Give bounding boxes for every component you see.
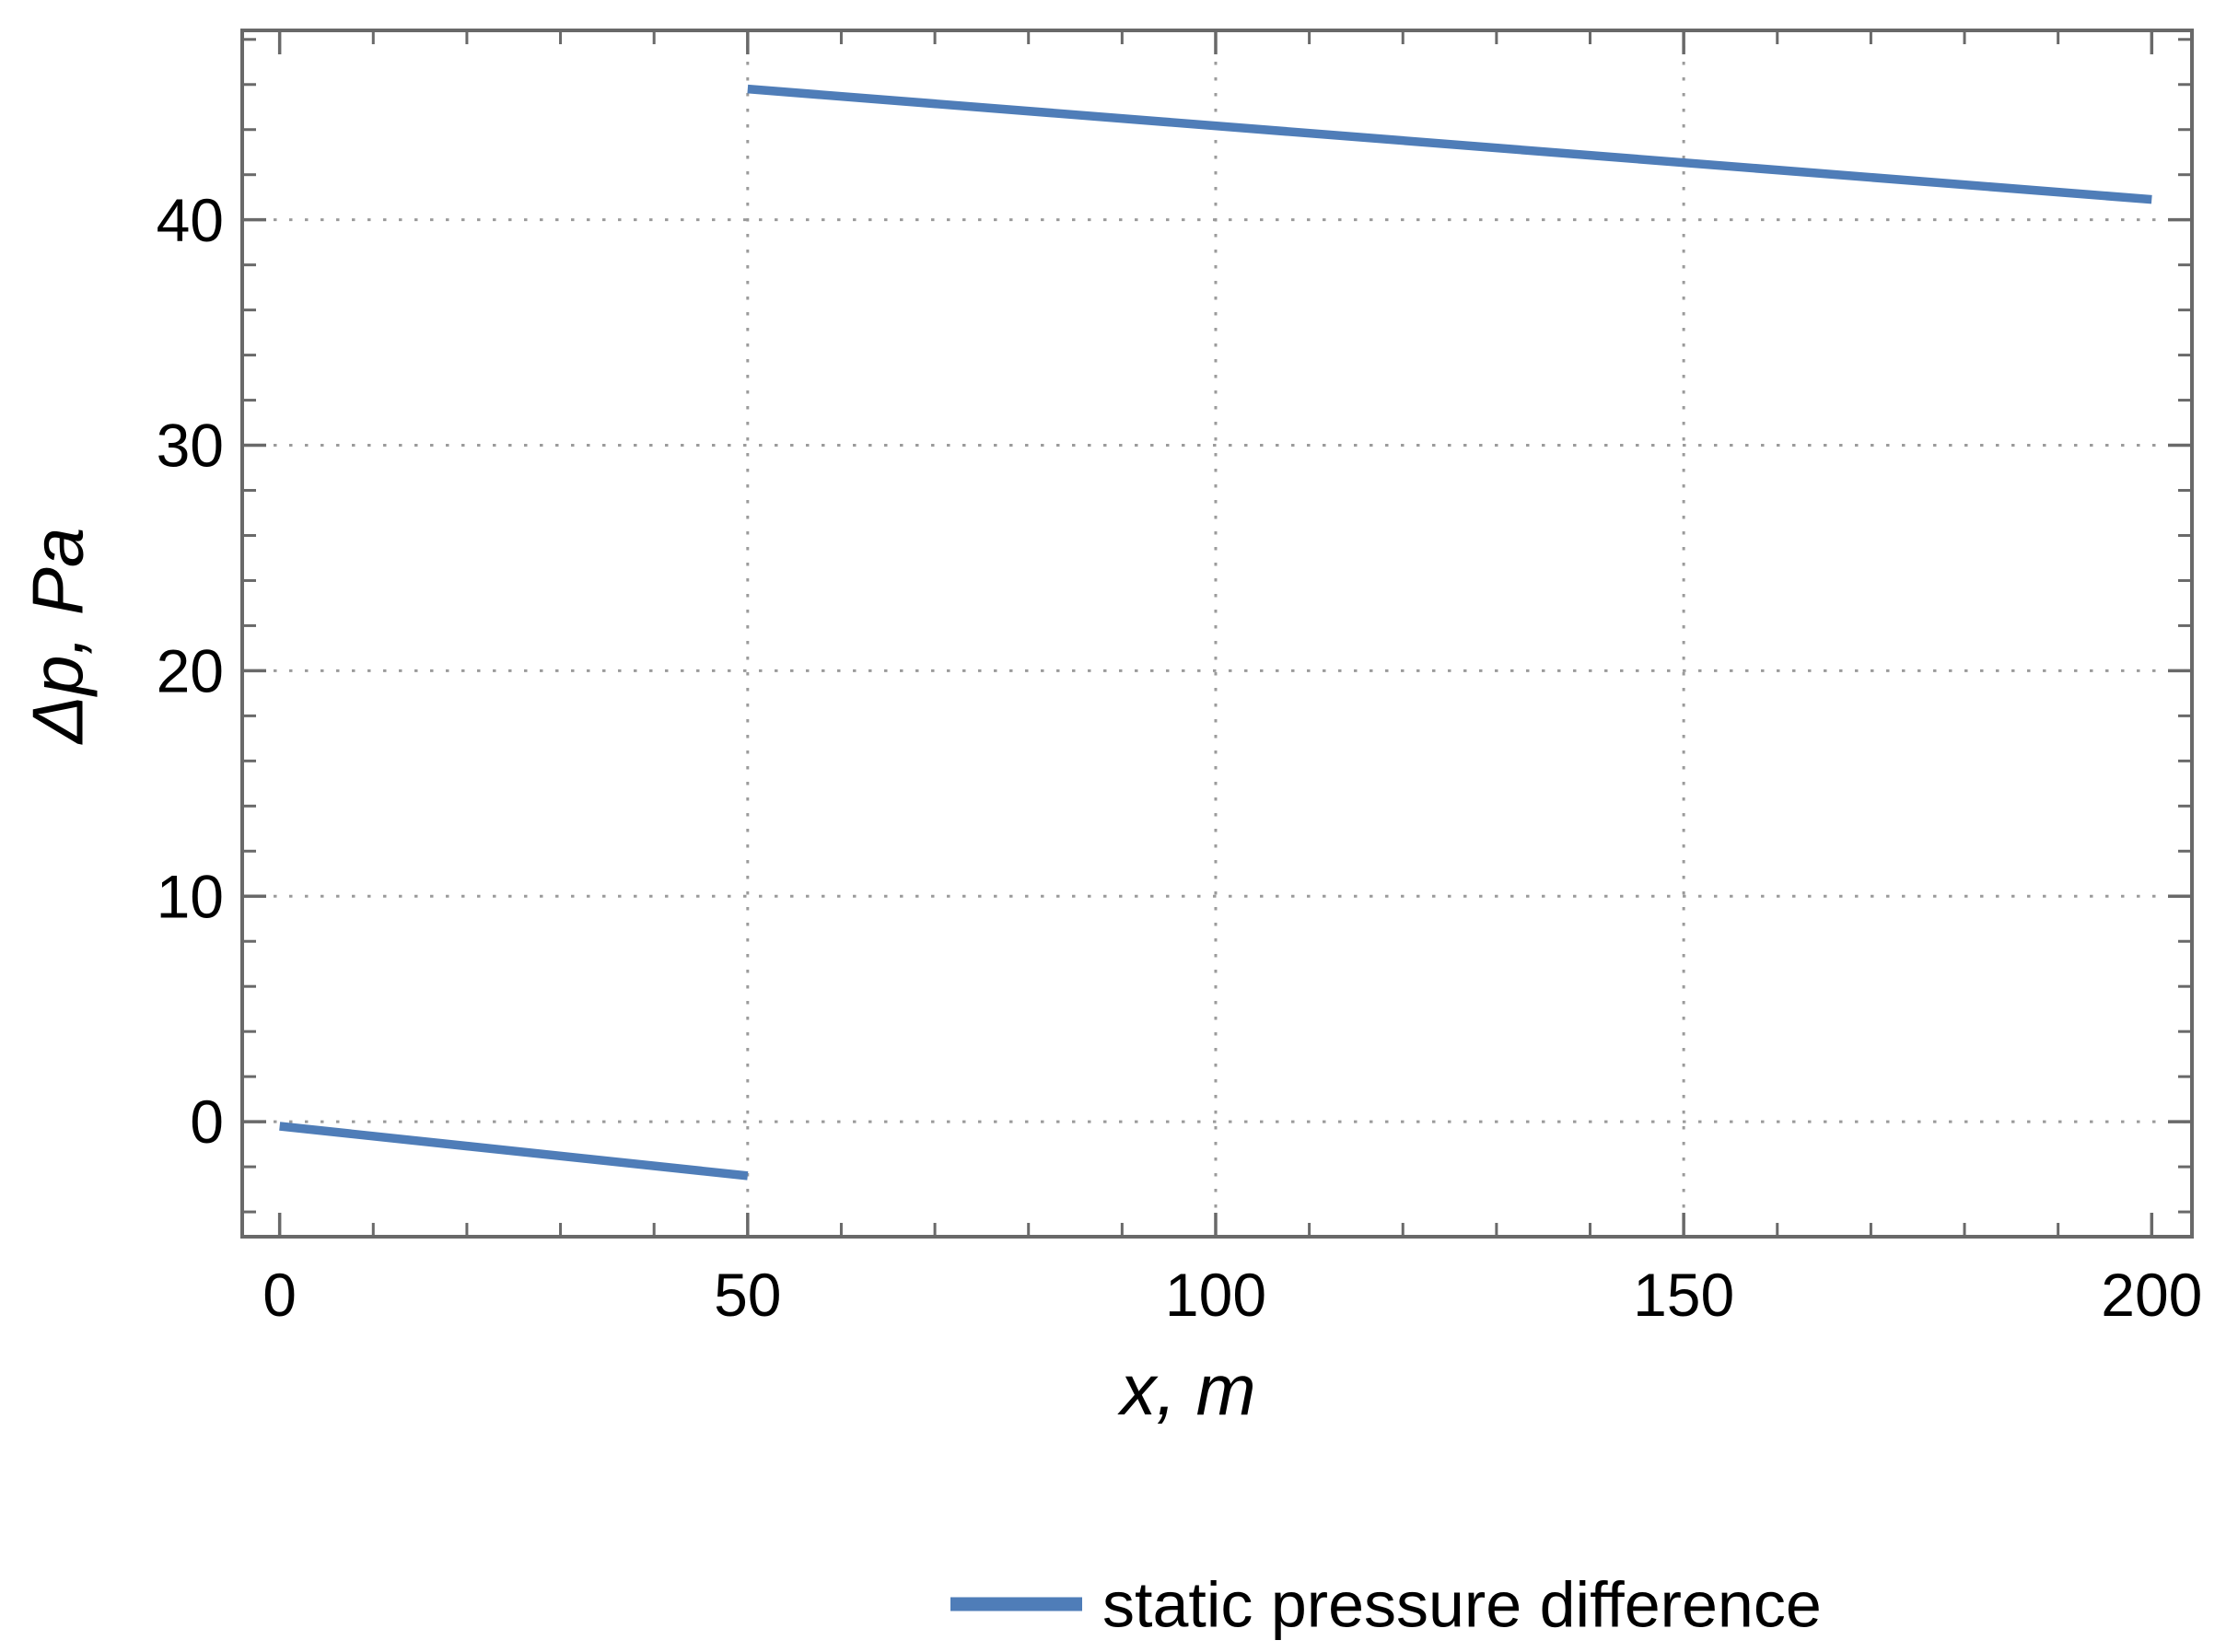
x-tick-label: 150 [1633, 1261, 1734, 1329]
series-segment [279, 1122, 749, 1181]
axis-ticks [242, 30, 2192, 1237]
x-tick-label: 100 [1165, 1261, 1266, 1329]
y-tick-label: 40 [157, 186, 224, 254]
legend: static pressure difference [950, 1569, 1822, 1641]
x-tick-label: 50 [714, 1261, 781, 1329]
series-segment [747, 84, 2152, 204]
series-lines [279, 84, 2152, 1181]
gridlines [242, 30, 2192, 1237]
y-axis-title: Δp, Pa [17, 528, 98, 745]
tick-labels: 0 50 100 150 200 0 10 20 30 40 [157, 186, 2203, 1329]
y-tick-label: 20 [157, 637, 224, 705]
legend-label: static pressure difference [1102, 1569, 1822, 1641]
x-axis-title: x, m [1116, 1349, 1255, 1430]
y-tick-label: 0 [190, 1088, 224, 1156]
plot-frame [240, 29, 2194, 1239]
x-tick-label: 0 [262, 1261, 297, 1329]
y-tick-label: 30 [157, 412, 224, 480]
plot-frame-rect [240, 29, 2194, 1239]
x-tick-label: 200 [2101, 1261, 2202, 1329]
y-tick-label: 10 [157, 862, 224, 930]
